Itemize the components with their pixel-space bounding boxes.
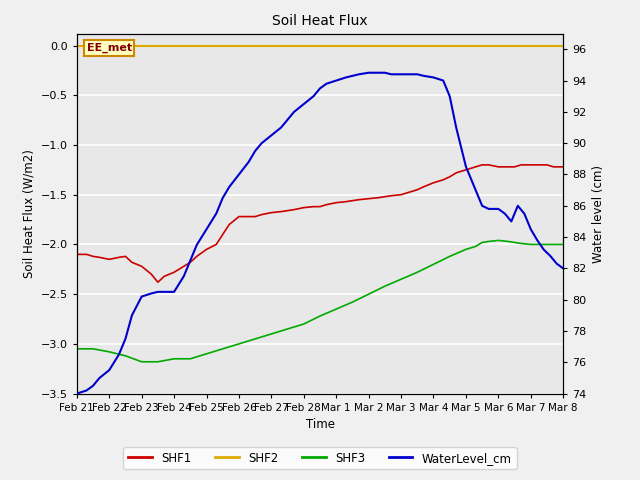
Y-axis label: Soil Heat Flux (W/m2): Soil Heat Flux (W/m2): [22, 149, 35, 278]
Y-axis label: Water level (cm): Water level (cm): [592, 165, 605, 263]
X-axis label: Time: Time: [305, 418, 335, 431]
Legend: SHF1, SHF2, SHF3, WaterLevel_cm: SHF1, SHF2, SHF3, WaterLevel_cm: [124, 447, 516, 469]
Title: Soil Heat Flux: Soil Heat Flux: [272, 14, 368, 28]
Text: EE_met: EE_met: [86, 43, 132, 53]
